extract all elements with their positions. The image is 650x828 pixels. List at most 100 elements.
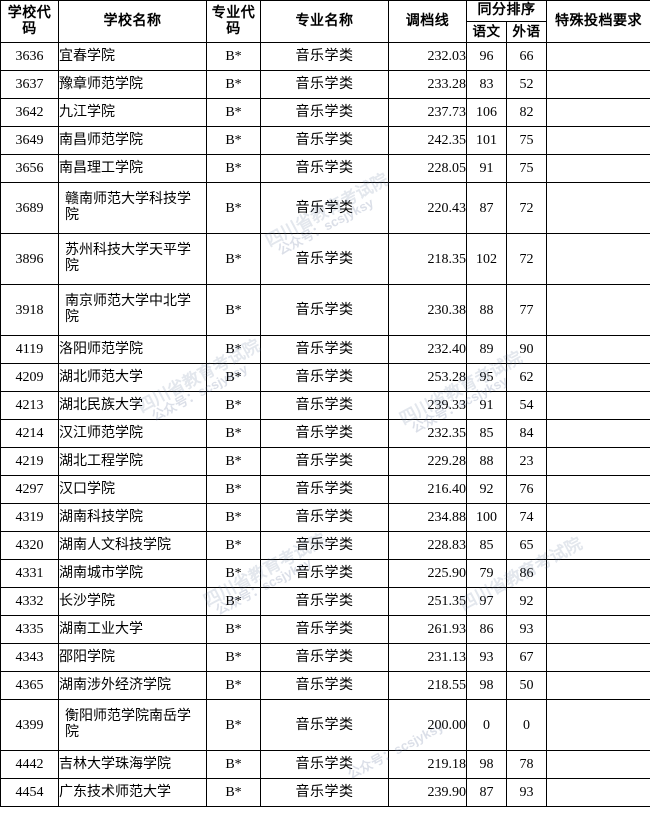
cell-special <box>546 42 650 72</box>
table-row: 4213 湖北民族大学 B* 音乐学类 239.33 91 54 <box>0 391 650 421</box>
cell-code: 4119 <box>0 335 59 365</box>
cell-major-name: 音乐学类 <box>260 750 389 780</box>
cell-foreign: 50 <box>506 671 547 701</box>
cell-code: 3642 <box>0 98 59 128</box>
cell-chinese: 98 <box>466 750 507 780</box>
cell-special <box>546 98 650 128</box>
cell-foreign: 23 <box>506 447 547 477</box>
table-row: 3642 九江学院 B* 音乐学类 237.73 106 82 <box>0 98 650 128</box>
table-header: 学校代码 学校名称 专业代码 专业名称 调档线 同分排序 特殊投档要求 语文 外… <box>0 0 650 44</box>
cell-chinese: 97 <box>466 587 507 617</box>
cell-major-name: 音乐学类 <box>260 615 389 645</box>
cell-major-code: B* <box>206 363 261 393</box>
cell-school: 洛阳师范学院 <box>58 335 207 365</box>
table-row: 3896 苏州科技大学天平学院 B* 音乐学类 218.35 102 72 <box>0 233 650 286</box>
cell-chinese: 85 <box>466 419 507 449</box>
score-table: 学校代码 学校名称 专业代码 专业名称 调档线 同分排序 特殊投档要求 语文 外… <box>0 0 650 808</box>
cell-chinese: 101 <box>466 126 507 156</box>
cell-line: 218.55 <box>388 671 467 701</box>
cell-line: 228.05 <box>388 154 467 184</box>
cell-special <box>546 587 650 617</box>
cell-major-code: B* <box>206 750 261 780</box>
cell-foreign: 67 <box>506 643 547 673</box>
cell-code: 4331 <box>0 559 59 589</box>
header-special-requirement-label: 特殊投档要求 <box>555 13 642 29</box>
cell-major-code: B* <box>206 154 261 184</box>
cell-special <box>546 531 650 561</box>
cell-line: 261.93 <box>388 615 467 645</box>
cell-foreign: 74 <box>506 503 547 533</box>
cell-foreign: 82 <box>506 98 547 128</box>
cell-foreign: 0 <box>506 699 547 752</box>
cell-foreign: 77 <box>506 284 547 337</box>
cell-foreign: 66 <box>506 42 547 72</box>
cell-code: 4214 <box>0 419 59 449</box>
cell-major-code: B* <box>206 778 261 808</box>
cell-line: 216.40 <box>388 475 467 505</box>
cell-school: 湖北工程学院 <box>58 447 207 477</box>
cell-chinese: 86 <box>466 615 507 645</box>
cell-chinese: 91 <box>466 154 507 184</box>
cell-school: 苏州科技大学天平学院 <box>58 233 207 286</box>
cell-chinese: 88 <box>466 447 507 477</box>
cell-major-code: B* <box>206 503 261 533</box>
cell-code: 3637 <box>0 70 59 100</box>
table-row: 4319 湖南科技学院 B* 音乐学类 234.88 100 74 <box>0 503 650 533</box>
cell-major-name: 音乐学类 <box>260 531 389 561</box>
cell-chinese: 87 <box>466 778 507 808</box>
cell-major-name: 音乐学类 <box>260 233 389 286</box>
cell-major-name: 音乐学类 <box>260 419 389 449</box>
table-row: 3636 宜春学院 B* 音乐学类 232.03 96 66 <box>0 42 650 72</box>
cell-line: 253.28 <box>388 363 467 393</box>
header-foreign-label: 外语 <box>512 23 541 39</box>
cell-foreign: 54 <box>506 391 547 421</box>
cell-foreign: 62 <box>506 363 547 393</box>
cell-major-name: 音乐学类 <box>260 154 389 184</box>
cell-code: 4319 <box>0 503 59 533</box>
cell-major-code: B* <box>206 335 261 365</box>
cell-special <box>546 475 650 505</box>
cell-line: 242.35 <box>388 126 467 156</box>
cell-major-code: B* <box>206 70 261 100</box>
cell-line: 229.28 <box>388 447 467 477</box>
cell-major-code: B* <box>206 615 261 645</box>
cell-foreign: 90 <box>506 335 547 365</box>
cell-major-code: B* <box>206 559 261 589</box>
cell-code: 4219 <box>0 447 59 477</box>
cell-major-name: 音乐学类 <box>260 671 389 701</box>
cell-major-name: 音乐学类 <box>260 699 389 752</box>
table-row: 3637 豫章师范学院 B* 音乐学类 233.28 83 52 <box>0 70 650 100</box>
cell-foreign: 86 <box>506 559 547 589</box>
cell-code: 4213 <box>0 391 59 421</box>
table-row: 4399 衡阳师范学院南岳学院 B* 音乐学类 200.00 0 0 <box>0 699 650 752</box>
cell-code: 3649 <box>0 126 59 156</box>
table-row: 4335 湖南工业大学 B* 音乐学类 261.93 86 93 <box>0 615 650 645</box>
cell-special <box>546 391 650 421</box>
cell-special <box>546 750 650 780</box>
cell-special <box>546 671 650 701</box>
table-row: 4454 广东技术师范大学 B* 音乐学类 239.90 87 93 <box>0 778 650 808</box>
cell-school: 湖南科技学院 <box>58 503 207 533</box>
cell-code: 4399 <box>0 699 59 752</box>
cell-line: 200.00 <box>388 699 467 752</box>
cell-code: 3896 <box>0 233 59 286</box>
cell-line: 225.90 <box>388 559 467 589</box>
cell-major-name: 音乐学类 <box>260 182 389 235</box>
cell-chinese: 91 <box>466 391 507 421</box>
cell-major-name: 音乐学类 <box>260 447 389 477</box>
cell-school: 宜春学院 <box>58 42 207 72</box>
cell-school: 衡阳师范学院南岳学院 <box>58 699 207 752</box>
cell-code: 4332 <box>0 587 59 617</box>
cell-major-name: 音乐学类 <box>260 559 389 589</box>
cell-school: 吉林大学珠海学院 <box>58 750 207 780</box>
cell-special <box>546 559 650 589</box>
cell-special <box>546 447 650 477</box>
cell-major-code: B* <box>206 671 261 701</box>
cell-code: 3689 <box>0 182 59 235</box>
cell-major-code: B* <box>206 531 261 561</box>
cell-school: 九江学院 <box>58 98 207 128</box>
cell-special <box>546 154 650 184</box>
table-row: 3689 赣南师范大学科技学院 B* 音乐学类 220.43 87 72 <box>0 182 650 235</box>
cell-chinese: 85 <box>466 531 507 561</box>
header-school-code-label: 学校代码 <box>7 5 52 37</box>
